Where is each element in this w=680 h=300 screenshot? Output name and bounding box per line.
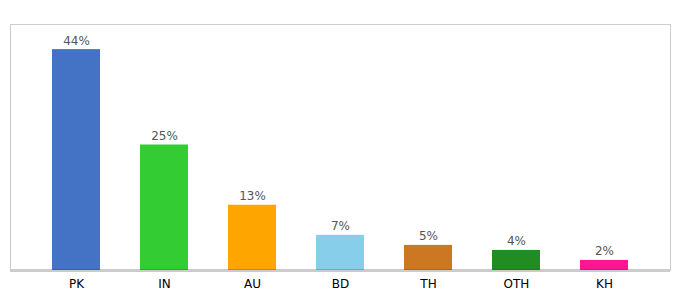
svg-text:PK: PK [69,277,85,291]
svg-text:25%: 25% [151,129,178,143]
svg-text:13%: 13% [239,189,266,203]
svg-text:5%: 5% [419,229,438,243]
svg-text:44%: 44% [63,34,90,48]
svg-text:TH: TH [419,277,436,291]
svg-text:AU: AU [244,277,261,291]
svg-text:KH: KH [596,277,613,291]
svg-text:IN: IN [158,277,171,291]
svg-text:2%: 2% [595,244,614,258]
svg-text:4%: 4% [507,234,526,248]
svg-text:7%: 7% [331,219,350,233]
svg-text:OTH: OTH [504,277,530,291]
svg-text:BD: BD [332,277,349,291]
